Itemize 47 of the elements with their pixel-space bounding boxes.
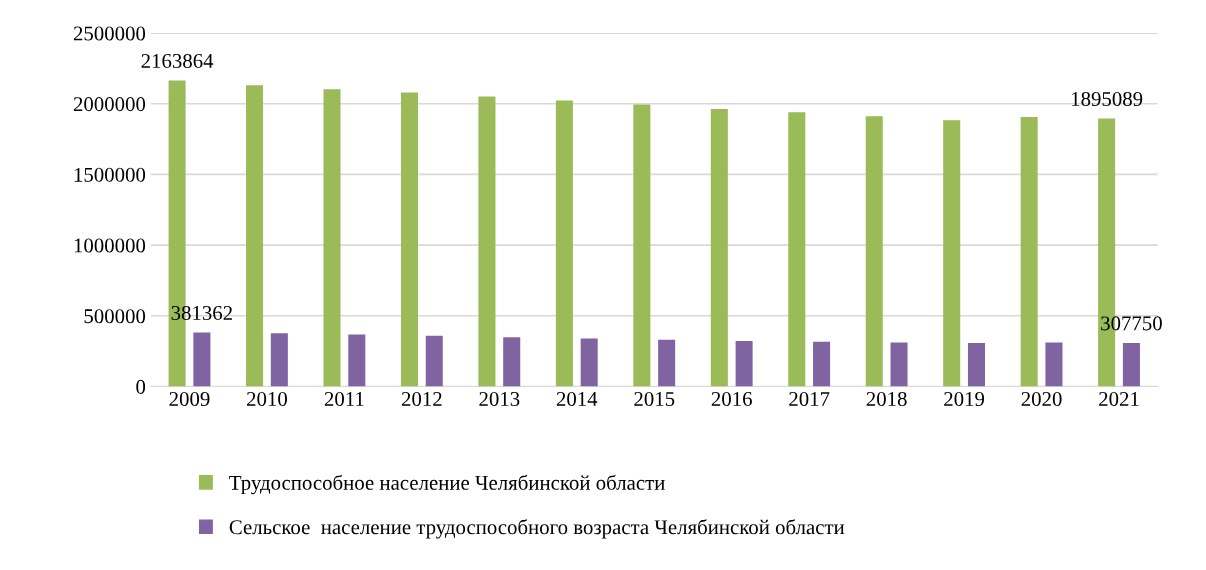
bar bbox=[735, 341, 753, 387]
bar bbox=[270, 333, 288, 387]
bar bbox=[890, 342, 908, 387]
bar bbox=[555, 100, 573, 387]
x-tick-label: 2020 bbox=[1021, 391, 1062, 406]
bar bbox=[1045, 342, 1063, 387]
bar bbox=[658, 339, 676, 387]
x-tick-label: 2016 bbox=[711, 391, 752, 406]
x-tick-label: 2018 bbox=[866, 391, 907, 406]
y-tick-label: 1500000 bbox=[74, 167, 146, 182]
x-tick-label: 2010 bbox=[247, 391, 287, 406]
bar bbox=[323, 89, 341, 387]
y-tick-label: 1000000 bbox=[74, 238, 146, 253]
bar bbox=[813, 341, 831, 387]
bar bbox=[788, 112, 806, 387]
y-tick-label: 0 bbox=[136, 379, 146, 394]
x-tick-label: 2009 bbox=[169, 391, 210, 406]
y-tick-label: 500000 bbox=[84, 309, 146, 324]
x-tick-label: 2012 bbox=[401, 391, 442, 406]
bar bbox=[348, 334, 366, 387]
bar bbox=[425, 335, 443, 387]
bar bbox=[193, 332, 211, 387]
bar bbox=[400, 92, 418, 387]
x-tick-label: 2013 bbox=[479, 391, 520, 406]
y-tick-label: 2000000 bbox=[73, 97, 146, 112]
bar bbox=[943, 120, 961, 387]
x-tick-label: 2015 bbox=[634, 391, 675, 406]
x-tick-label: 2011 bbox=[324, 391, 364, 406]
data-label: 1895089 bbox=[1072, 91, 1143, 107]
x-tick-label: 2019 bbox=[944, 391, 985, 406]
bar bbox=[246, 85, 264, 387]
legend-label: Трудоспособное население Челябинской области bbox=[229, 474, 665, 495]
bar bbox=[580, 338, 598, 387]
legend-label: Сельское население трудоспособного возраста Челябинской области bbox=[229, 519, 845, 539]
bar bbox=[1020, 116, 1038, 387]
x-tick-label: 2021 bbox=[1099, 391, 1139, 406]
bar bbox=[710, 108, 728, 387]
y-tick-label: 2500000 bbox=[73, 26, 146, 41]
bar bbox=[967, 343, 986, 387]
bar bbox=[478, 96, 496, 387]
bar bbox=[633, 104, 651, 387]
bar bbox=[1122, 342, 1140, 387]
data-label: 2163864 bbox=[141, 53, 214, 69]
x-tick-label: 2017 bbox=[789, 391, 830, 406]
bar bbox=[865, 116, 883, 387]
bar bbox=[503, 337, 521, 387]
x-tick-label: 2014 bbox=[556, 391, 598, 406]
